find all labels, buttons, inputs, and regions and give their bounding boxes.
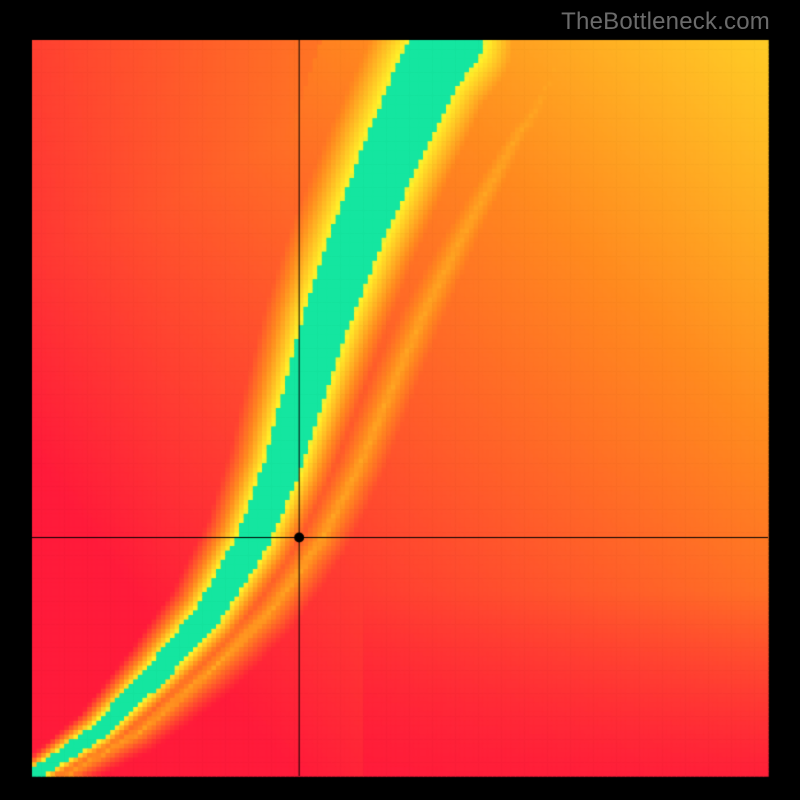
heatmap-canvas	[0, 0, 800, 800]
watermark-text: TheBottleneck.com	[561, 8, 770, 36]
chart-container: TheBottleneck.com	[0, 0, 800, 800]
